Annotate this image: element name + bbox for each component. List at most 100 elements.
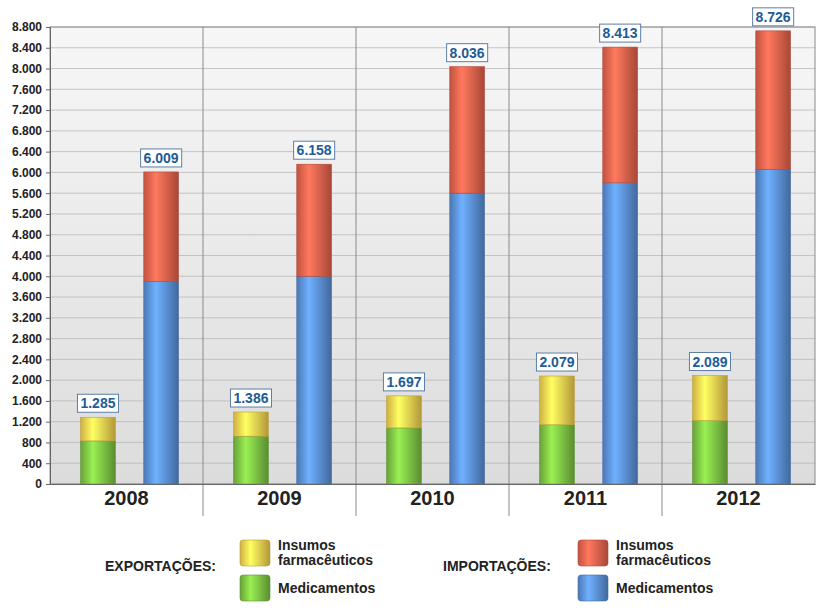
y-tick-label: 2.000 [12, 373, 42, 387]
y-tick: 400 [22, 457, 50, 471]
total-label-box [77, 394, 118, 412]
dividers [203, 27, 662, 516]
legend-swatch [240, 575, 270, 601]
bar-segment [540, 425, 575, 484]
x-axis-line [51, 484, 816, 485]
total-label: 8.726 [756, 9, 791, 25]
chart: 04008001.2001.6002.0002.4002.8003.2003.6… [0, 0, 828, 612]
total-label: 6.009 [144, 150, 179, 166]
y-tick: 3.600 [12, 290, 50, 304]
y-tick-label: 6.400 [12, 145, 42, 159]
y-tick-mark [46, 276, 50, 277]
y-tick-label: 5.600 [12, 187, 42, 201]
total-label-box [447, 44, 488, 62]
bar-segment [756, 31, 791, 169]
plot-background [50, 27, 815, 484]
grid-line [50, 130, 815, 131]
legend-group-title: EXPORTAÇÕES: [105, 557, 216, 574]
plot-frame [50, 27, 815, 484]
bar-segment [756, 169, 791, 484]
bar-segment [387, 428, 422, 484]
y-tick: 6.000 [12, 166, 50, 180]
y-axis-line [46, 28, 51, 485]
y-tick-label: 3.200 [12, 311, 42, 325]
y-tick-label: 0 [35, 477, 42, 491]
total-label-box [689, 353, 730, 371]
x-tick-label: 2008 [104, 487, 149, 509]
y-tick: 6.400 [12, 145, 50, 159]
x-tick: 2009 [257, 484, 302, 509]
y-tick: 4.400 [12, 249, 50, 263]
y-tick-mark [46, 152, 50, 153]
bar-segment [693, 376, 728, 421]
grid-line [50, 89, 815, 90]
y-tick: 800 [22, 436, 50, 450]
legend-label: Medicamentos [616, 580, 713, 596]
divider [203, 27, 204, 516]
y-tick: 0 [35, 477, 50, 491]
y-tick-mark [46, 69, 50, 70]
y-tick-label: 6.800 [12, 124, 42, 138]
total-label: 1.386 [233, 390, 268, 406]
y-tick-label: 7.600 [12, 83, 42, 97]
x-tick: 2012 [716, 484, 761, 509]
y-tick-mark [46, 131, 50, 132]
total-label: 2.089 [692, 354, 727, 370]
total-label-box [230, 389, 271, 407]
legend-label: Medicamentos [278, 580, 375, 596]
x-tick-label: 2012 [716, 487, 761, 509]
legend-group-title: IMPORTAÇÕES: [443, 557, 551, 574]
y-tick: 8.400 [12, 41, 50, 55]
y-tick: 6.800 [12, 124, 50, 138]
total-label-box [753, 8, 794, 26]
total-label: 6.158 [297, 142, 332, 158]
bar-segment [144, 172, 179, 282]
y-axis: 04008001.2001.6002.0002.4002.8003.2003.6… [12, 20, 51, 491]
y-tick-mark [46, 401, 50, 402]
y-tick-label: 4.000 [12, 270, 42, 284]
bar-segment [297, 164, 332, 276]
y-tick: 3.200 [12, 311, 50, 325]
total-label-box [600, 24, 641, 42]
bar-segment [387, 396, 422, 428]
y-tick-label: 1.200 [12, 415, 42, 429]
total-label: 8.413 [603, 25, 638, 41]
total-label: 2.079 [539, 354, 574, 370]
bar-segment [540, 376, 575, 425]
legend: EXPORTAÇÕES: Medicamentos Insumosfarmacêut… [105, 537, 713, 601]
bars [81, 31, 791, 484]
grid-line [50, 47, 815, 48]
y-tick-mark [46, 89, 50, 90]
y-tick-mark [46, 27, 50, 28]
legend-label: Insumosfarmacêuticos [616, 537, 711, 568]
legend-swatch [578, 575, 608, 601]
y-tick-label: 4.400 [12, 249, 42, 263]
y-tick-label: 5.200 [12, 207, 42, 221]
bar-segment [603, 183, 638, 484]
bar-segment [450, 67, 485, 194]
x-tick: 2008 [104, 484, 149, 509]
x-tick: 2010 [410, 484, 455, 509]
bar-segment [144, 281, 179, 484]
y-tick: 4.800 [12, 228, 50, 242]
y-tick-mark [46, 48, 50, 49]
y-tick-mark [46, 256, 50, 257]
y-tick: 1.200 [12, 415, 50, 429]
total-label-box [536, 353, 577, 371]
y-tick-mark [46, 110, 50, 111]
y-tick-mark [46, 359, 50, 360]
y-tick-mark [46, 422, 50, 423]
bar-segment [81, 441, 116, 484]
y-tick-mark [46, 442, 50, 443]
y-tick-label: 4.800 [12, 228, 42, 242]
bar-segment [450, 193, 485, 484]
total-label: 1.697 [386, 374, 421, 390]
divider [509, 27, 510, 516]
y-tick-label: 8.800 [12, 20, 42, 34]
y-tick-mark [46, 235, 50, 236]
y-tick: 7.600 [12, 83, 50, 97]
total-label-box [383, 373, 424, 391]
x-tick: 2011 [564, 484, 607, 509]
y-tick: 2.000 [12, 373, 50, 387]
y-tick: 5.200 [12, 207, 50, 221]
